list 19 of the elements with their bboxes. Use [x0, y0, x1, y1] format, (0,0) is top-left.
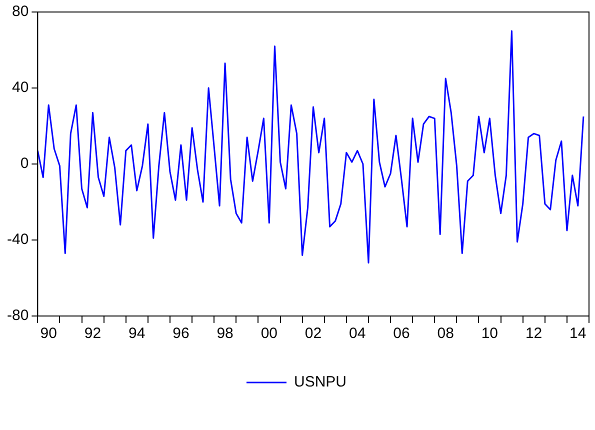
- x-tick-label: 14: [570, 325, 586, 342]
- x-tick-label: 98: [216, 325, 234, 342]
- x-tick-label: 96: [172, 325, 190, 342]
- x-tick-label: 08: [437, 325, 454, 342]
- y-tick-label: 0: [20, 155, 29, 172]
- x-tick-label: 00: [260, 325, 278, 342]
- x-tick-label: 94: [128, 325, 146, 342]
- y-tick-label: 80: [12, 3, 29, 20]
- x-tick-label: 02: [304, 325, 322, 342]
- x-tick-label: 10: [481, 325, 498, 342]
- y-tick-label: -40: [6, 231, 29, 248]
- x-tick-label: 92: [84, 325, 102, 342]
- x-tick-label: 04: [349, 325, 366, 342]
- x-tick-label: 90: [40, 325, 57, 342]
- y-tick-label: -80: [6, 307, 29, 324]
- x-tick-label: 12: [525, 325, 542, 342]
- y-tick-label: 40: [12, 79, 29, 96]
- x-tick-label: 06: [393, 325, 410, 342]
- legend-label: USNPU: [294, 374, 347, 391]
